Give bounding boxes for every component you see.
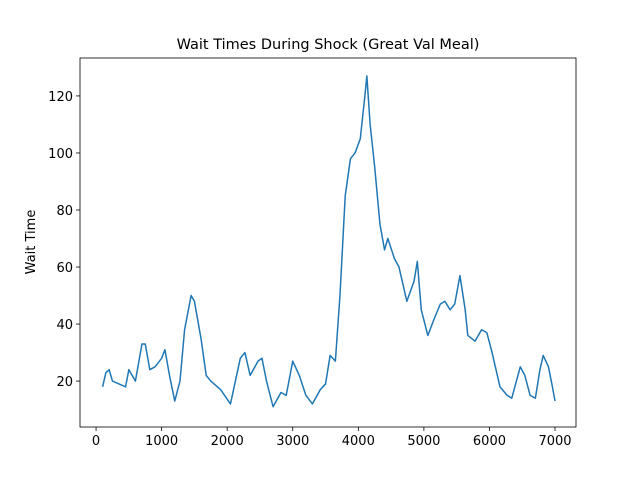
y-tick-label: 120 — [48, 90, 73, 105]
y-tick-label: 100 — [48, 147, 73, 162]
y-axis-label: Wait Time — [24, 210, 39, 275]
x-tick-label: 4000 — [342, 434, 375, 449]
x-tick-label: 6000 — [473, 434, 506, 449]
y-tick-label: 40 — [56, 318, 73, 333]
plot-frame — [79, 57, 577, 428]
x-tick-label: 7000 — [538, 434, 571, 449]
y-tick-label: 60 — [56, 261, 73, 276]
x-tick-label: 1000 — [145, 434, 178, 449]
chart-title: Wait Times During Shock (Great Val Meal) — [177, 37, 480, 53]
y-tick-label: 80 — [56, 204, 73, 219]
x-tick-label: 0 — [92, 434, 100, 449]
data-line — [101, 75, 556, 408]
x-tick-label: 3000 — [276, 434, 309, 449]
x-tick-label: 2000 — [211, 434, 244, 449]
x-tick-label: 5000 — [407, 434, 440, 449]
y-tick-label: 20 — [56, 375, 73, 390]
